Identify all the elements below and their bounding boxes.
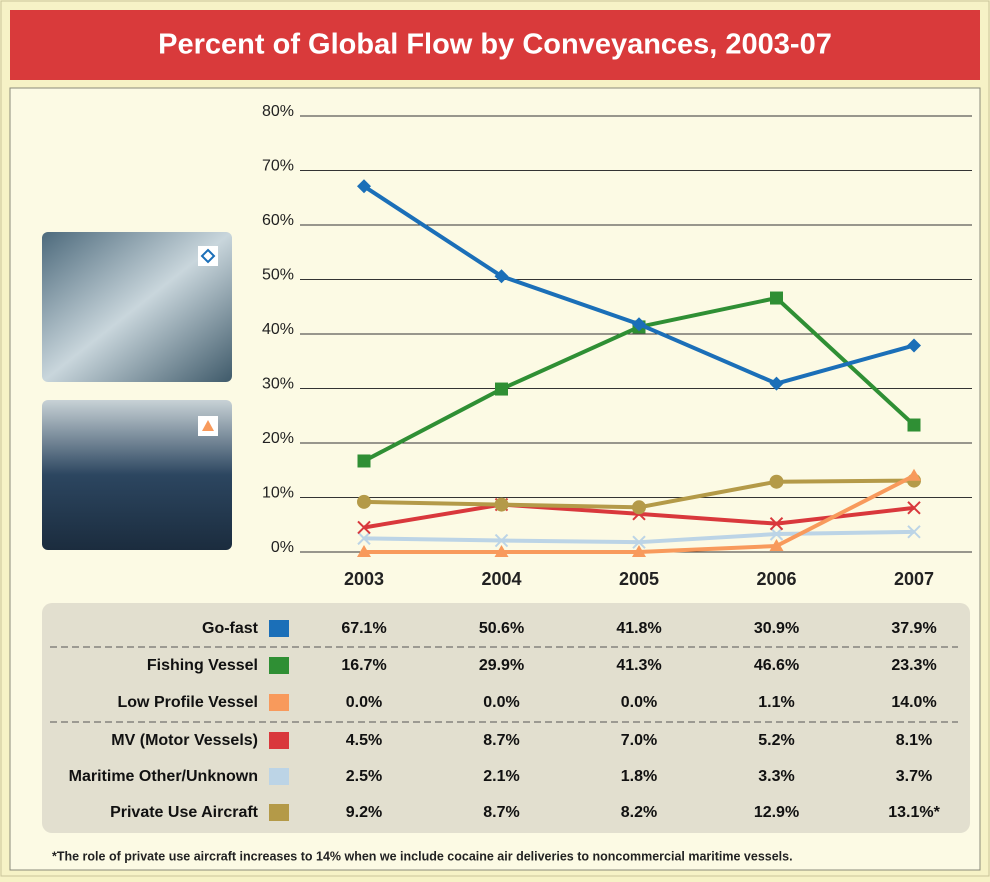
- marker: [357, 531, 371, 546]
- footnote: *The role of private use aircraft increa…: [52, 849, 793, 863]
- marker: [632, 500, 646, 515]
- x-tick-label: 2006: [756, 569, 796, 589]
- legend-swatch: [269, 657, 289, 674]
- table-value: 0.0%: [621, 694, 657, 711]
- photo-low-profile: [42, 400, 232, 550]
- y-tick-label: 0%: [271, 539, 294, 556]
- y-tick-label: 30%: [262, 376, 294, 393]
- table-value: 2.1%: [483, 768, 519, 785]
- y-tick-label: 60%: [262, 212, 294, 229]
- table-value: 8.7%: [483, 732, 519, 749]
- marker: [769, 516, 784, 531]
- table-value: 3.3%: [758, 768, 794, 785]
- marker: [494, 533, 509, 548]
- legend-swatch: [269, 804, 289, 821]
- table-value: 23.3%: [891, 657, 936, 674]
- table-value: 13.1%*: [888, 804, 940, 821]
- marker: [495, 382, 508, 396]
- photo-icon-diamond: [200, 248, 216, 264]
- legend-label: Low Profile Vessel: [118, 694, 259, 711]
- marker: [494, 497, 509, 512]
- marker: [357, 494, 371, 509]
- photo-icon-triangle: [202, 420, 214, 431]
- y-tick-label: 70%: [262, 158, 294, 175]
- marker: [357, 179, 371, 194]
- table-value: 0.0%: [483, 694, 519, 711]
- table-value: 7.0%: [621, 732, 657, 749]
- marker: [907, 338, 921, 353]
- photo-go-fast: [42, 232, 232, 382]
- legend-swatch: [269, 694, 289, 711]
- marker: [357, 520, 371, 535]
- y-tick-label: 40%: [262, 321, 294, 338]
- table-value: 37.9%: [891, 620, 936, 637]
- table-value: 1.8%: [621, 768, 657, 785]
- table-value: 30.9%: [754, 620, 799, 637]
- marker: [357, 454, 371, 468]
- table-value: 29.9%: [479, 657, 524, 674]
- marker: [770, 291, 783, 305]
- y-tick-label: 50%: [262, 267, 294, 284]
- table-value: 5.2%: [758, 732, 794, 749]
- table-value: 8.2%: [621, 804, 657, 821]
- table-value: 41.8%: [616, 620, 661, 637]
- table-value: 3.7%: [896, 768, 932, 785]
- title-bar: [10, 10, 980, 80]
- marker: [769, 376, 784, 391]
- marker: [357, 545, 371, 557]
- marker: [769, 527, 784, 541]
- legend-label: Private Use Aircraft: [110, 804, 259, 821]
- table-value: 1.1%: [758, 694, 794, 711]
- marker: [632, 317, 646, 332]
- x-tick-label: 2007: [894, 569, 934, 589]
- legend-swatch: [269, 620, 289, 637]
- table-value: 16.7%: [341, 657, 386, 674]
- table-panel: [42, 603, 970, 833]
- marker: [632, 535, 646, 549]
- marker: [494, 545, 509, 557]
- x-tick-label: 2004: [481, 569, 521, 589]
- marker: [907, 468, 921, 481]
- marker: [632, 545, 646, 557]
- marker: [907, 501, 921, 515]
- legend-swatch: [269, 768, 289, 785]
- legend-label: Fishing Vessel: [147, 657, 258, 674]
- y-tick-label: 10%: [262, 485, 294, 502]
- table-value: 41.3%: [616, 657, 661, 674]
- table-value: 8.7%: [483, 804, 519, 821]
- legend-label: MV (Motor Vessels): [111, 732, 258, 749]
- legend-swatch: [269, 732, 289, 749]
- marker: [769, 474, 784, 489]
- table-value: 12.9%: [754, 804, 799, 821]
- legend-label: Go-fast: [202, 620, 259, 637]
- table-value: 4.5%: [346, 732, 382, 749]
- y-tick-label: 80%: [262, 103, 294, 120]
- table-value: 9.2%: [346, 804, 382, 821]
- chart-title: Percent of Global Flow by Conveyances, 2…: [158, 29, 832, 61]
- marker: [494, 269, 509, 284]
- photo-icon: [198, 246, 218, 266]
- marker: [907, 418, 921, 432]
- table-value: 67.1%: [341, 620, 386, 637]
- y-tick-label: 20%: [262, 430, 294, 447]
- x-tick-label: 2003: [344, 569, 384, 589]
- marker: [769, 539, 784, 552]
- table-value: 50.6%: [479, 620, 524, 637]
- table-value: 14.0%: [891, 694, 936, 711]
- table-value: 46.6%: [754, 657, 799, 674]
- legend-label: Maritime Other/Unknown: [69, 768, 258, 785]
- table-value: 0.0%: [346, 694, 382, 711]
- table-value: 8.1%: [896, 732, 932, 749]
- x-tick-label: 2005: [619, 569, 659, 589]
- marker: [907, 525, 921, 539]
- table-value: 2.5%: [346, 768, 382, 785]
